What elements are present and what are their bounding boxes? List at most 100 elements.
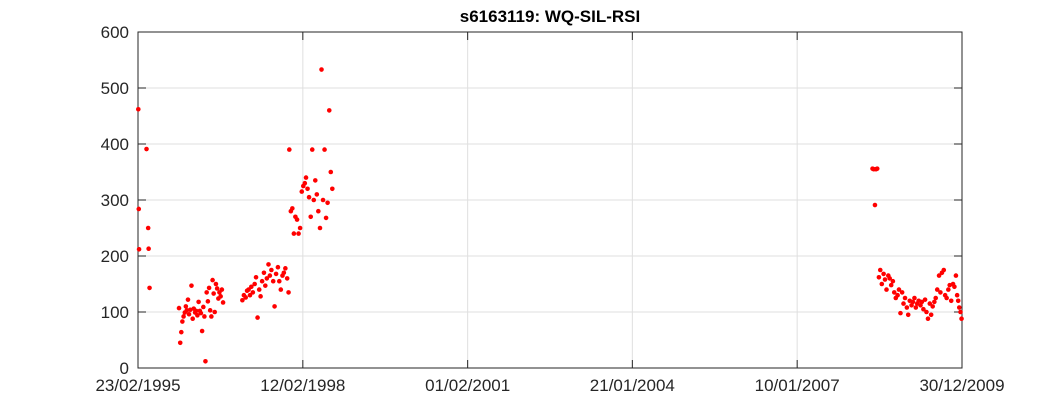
data-point [177,340,183,346]
data-point [269,267,274,273]
data-point [320,197,326,203]
data-point [912,295,917,301]
data-point [934,287,940,292]
data-point [302,180,308,186]
data-point [921,306,926,312]
data-point [267,273,273,278]
data-point [294,217,300,222]
data-point [898,310,903,316]
data-point [286,290,291,295]
data-point [178,329,184,335]
y-tick-label: 400 [101,135,129,154]
data-point [330,186,335,192]
data-point [136,106,141,112]
data-point [199,328,205,334]
data-point [266,262,271,267]
data-point [884,287,889,292]
data-point [319,67,324,72]
data-point [890,278,896,284]
data-point [207,308,213,313]
x-tick-label: 23/02/1995 [95,376,180,395]
data-point [930,304,935,309]
data-point [936,273,942,278]
data-point [919,299,925,305]
y-tick-label: 300 [101,191,129,210]
data-point [253,274,259,280]
data-point [209,314,214,319]
data-point [210,277,215,283]
data-point [948,298,954,304]
data-point [189,283,194,288]
y-tick-label: 500 [101,79,129,98]
data-point [247,292,253,298]
data-point [952,284,957,290]
x-tick-label: 30/12/2009 [919,376,1004,395]
data-point [144,146,149,152]
data-point [879,281,885,287]
data-point [202,314,207,319]
y-tick-label: 0 [120,359,129,378]
data-point [204,290,209,295]
data-point [874,166,880,171]
data-point [876,274,882,280]
data-point [212,309,218,315]
y-tick-label: 200 [101,247,129,266]
data-point [297,225,303,231]
data-point [933,295,939,301]
data-point [881,271,886,277]
data-point [193,308,199,314]
data-point [198,310,204,316]
data-point [309,147,315,152]
data-point [206,285,212,291]
data-point [958,309,963,315]
data-point [187,307,193,313]
x-tick-label: 21/01/2004 [590,376,675,395]
data-point [904,305,910,310]
data-point [136,206,142,212]
data-point [185,297,191,302]
data-point [255,315,260,320]
data-point [901,301,906,306]
data-point [181,314,186,319]
data-point [299,189,305,194]
data-point [927,301,933,306]
axis-ticks: 23/02/1995 12/02/1998 01/02/2001 21/01/2004… [95,23,1004,395]
data-point [953,273,959,278]
data-point [941,267,947,273]
data-point [186,311,192,317]
data-point [258,294,263,299]
data-point [220,300,226,305]
data-point [147,285,152,291]
data-point [203,358,208,364]
y-tick-label: 600 [101,23,129,42]
chart-title: s6163119: WQ-SIL-RSI [460,7,640,26]
data-point [311,197,317,203]
data-point [928,312,934,318]
data-point [913,305,919,310]
data-point [877,267,883,273]
data-point [290,206,295,211]
data-point [263,283,268,288]
data-point [317,225,323,231]
data-point [899,290,905,295]
data-point [303,175,309,180]
data-point [887,276,892,281]
data-point [218,294,223,299]
data-points [136,67,964,364]
data-point [325,200,330,206]
data-point [308,214,314,220]
data-point [196,299,201,305]
data-point [259,278,265,284]
data-point [272,304,277,309]
data-point [896,287,902,292]
data-point [201,304,206,310]
x-tick-label: 01/02/2001 [425,376,510,395]
x-tick-label: 12/02/1998 [260,376,345,395]
data-point [252,281,257,287]
data-point [902,295,908,301]
data-point [211,291,216,296]
data-point [328,169,334,175]
data-point [291,231,297,236]
data-point [287,147,292,152]
